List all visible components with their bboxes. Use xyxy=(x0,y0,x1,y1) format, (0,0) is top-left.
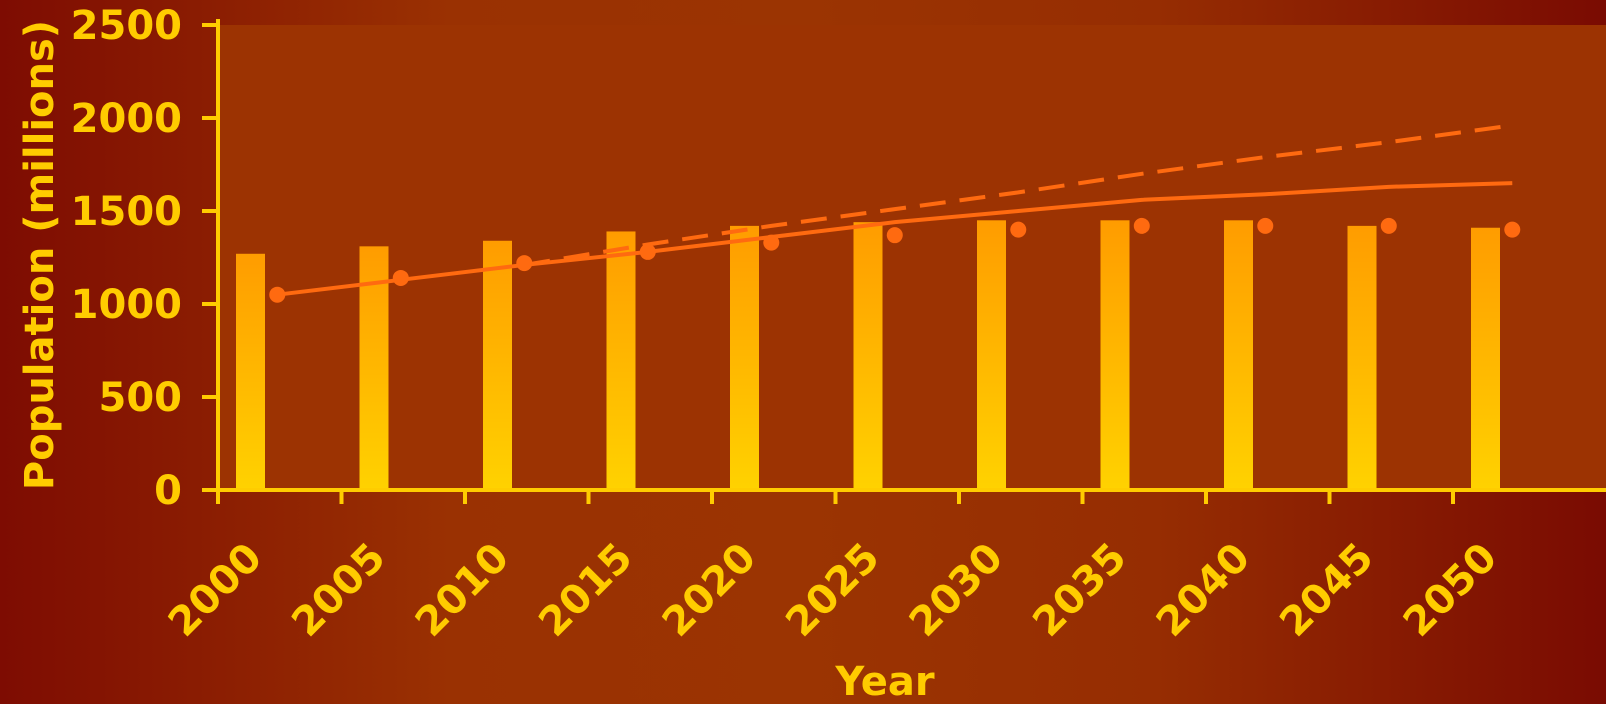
marker-point-4 xyxy=(763,234,780,251)
marker-point-10 xyxy=(1504,221,1521,238)
x-axis-label: Year xyxy=(834,659,934,700)
x-tick-label-2010: 2010 xyxy=(407,535,518,646)
bar-2040 xyxy=(1224,220,1253,491)
y-tick-label-2000: 2000 xyxy=(71,96,182,142)
marker-point-0 xyxy=(269,286,286,303)
bar-2005 xyxy=(359,246,389,490)
x-tick-label-2025: 2025 xyxy=(777,535,888,646)
bar-2030 xyxy=(977,220,1006,491)
plot-area xyxy=(218,25,1606,490)
x-tick-label-2030: 2030 xyxy=(901,535,1012,646)
marker-point-9 xyxy=(1380,217,1397,234)
bar-2020 xyxy=(730,225,759,490)
bar-2000 xyxy=(236,253,265,490)
bar-series xyxy=(236,220,1500,491)
bar-2050 xyxy=(1471,227,1500,491)
marker-point-6 xyxy=(1010,221,1027,238)
dashed-line xyxy=(523,123,1513,267)
solid-line xyxy=(277,181,1513,297)
y-tick-label-0: 0 xyxy=(154,468,182,514)
bar-2035 xyxy=(1100,220,1130,491)
x-tick-label-2035: 2035 xyxy=(1024,535,1135,646)
y-tick-label-1000: 1000 xyxy=(71,282,182,328)
y-tick-label-500: 500 xyxy=(99,375,183,421)
bar-2045 xyxy=(1347,225,1377,490)
bar-2015 xyxy=(606,231,636,490)
marker-series xyxy=(269,217,1521,303)
axis-labels: Population (millions) Year xyxy=(17,20,935,704)
marker-point-2 xyxy=(516,255,533,272)
y-axis-label: Population (millions) xyxy=(17,20,63,490)
marker-point-5 xyxy=(886,227,903,244)
marker-point-3 xyxy=(639,243,656,260)
x-tick-label-2020: 2020 xyxy=(654,535,765,646)
marker-point-1 xyxy=(392,269,409,286)
marker-point-8 xyxy=(1257,217,1274,234)
marker-point-7 xyxy=(1133,217,1150,234)
line-series xyxy=(277,123,1513,297)
y-tick-label-1500: 1500 xyxy=(71,189,182,235)
x-tick-label-2005: 2005 xyxy=(283,535,394,646)
y-tick-label-2500: 2500 xyxy=(71,3,182,49)
x-tick-label-2045: 2045 xyxy=(1271,535,1382,646)
bar-2010 xyxy=(483,240,512,490)
x-tick-label-2040: 2040 xyxy=(1148,535,1259,646)
x-tick-label-2015: 2015 xyxy=(530,535,641,646)
bar-2025 xyxy=(853,222,883,490)
x-tick-label-2000: 2000 xyxy=(160,535,271,646)
x-tick-label-2050: 2050 xyxy=(1395,535,1506,646)
